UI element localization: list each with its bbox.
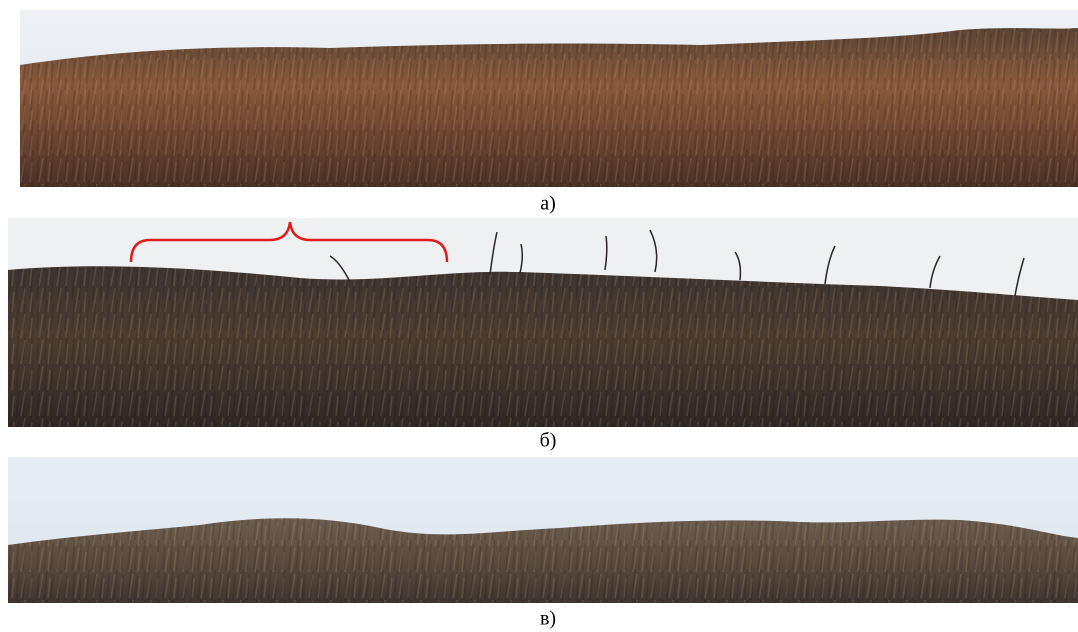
brace [129, 221, 449, 263]
photo-c [8, 457, 1078, 603]
caption: а) [540, 193, 556, 215]
caption: в) [540, 608, 556, 630]
photo-b [8, 218, 1078, 427]
photo-a [20, 10, 1078, 187]
caption: б) [540, 430, 557, 452]
